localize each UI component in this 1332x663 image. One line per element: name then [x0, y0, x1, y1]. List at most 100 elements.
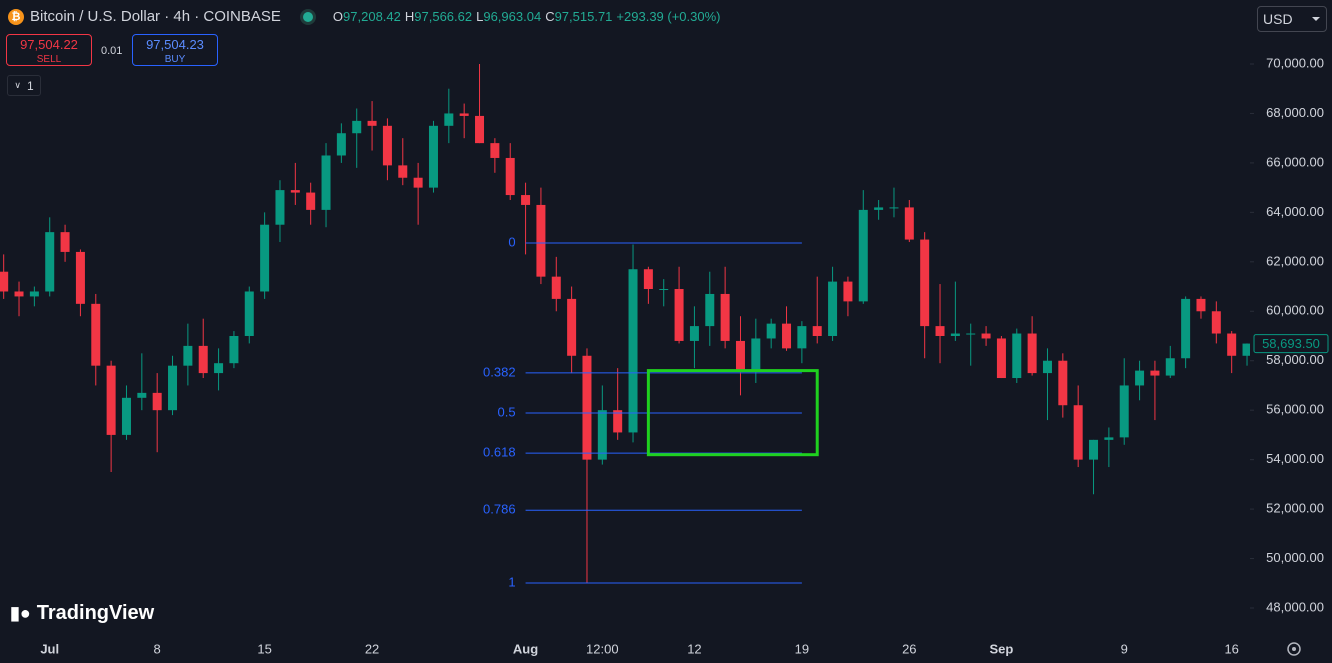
x-tick-label: 19 [795, 641, 809, 656]
fib-level-label: 0 [508, 234, 515, 249]
candle-body [766, 323, 776, 339]
candle-body [996, 338, 1006, 379]
candle-body [751, 338, 761, 371]
candle-body [137, 392, 147, 398]
candle-body [1073, 405, 1083, 460]
logo-text: TradingView [36, 602, 155, 624]
candle-body [168, 365, 178, 411]
price-change: +293.39 (+0.30%) [616, 9, 721, 24]
x-tick-label: 22 [365, 641, 379, 656]
candle-body [828, 281, 838, 336]
candle-body [659, 289, 669, 291]
candle-body [536, 204, 546, 277]
candle-body [1135, 370, 1145, 386]
candle-body [352, 120, 362, 134]
candle-body [966, 333, 976, 335]
candle-body [229, 335, 239, 364]
candle-body [475, 115, 485, 144]
quantity: 0.01 [101, 45, 123, 57]
candle-body [382, 125, 392, 166]
candle-body [1211, 311, 1221, 334]
market-status [302, 11, 313, 22]
x-tick-label: Jul [40, 641, 59, 656]
candle-body [1042, 360, 1052, 374]
candle-body [597, 410, 607, 460]
ohlc-item: L96,963.04 [476, 9, 541, 24]
candle-body [782, 323, 792, 349]
candle-body [1058, 360, 1068, 406]
candle-body [567, 298, 577, 356]
y-tick-label: 68,000.00 [1266, 105, 1324, 120]
x-tick-label: 12:00 [586, 641, 619, 656]
candle-body [45, 232, 55, 292]
candle-body [705, 293, 715, 327]
plot-area: 0 0.382 0.5 0.618 0.786 1 [0, 63, 1250, 589]
candle-body [306, 192, 316, 210]
coin-icon: ₿ [8, 8, 24, 25]
symbol-header: ₿ Bitcoin / U.S. Dollar · 4h · COINBASE … [8, 8, 721, 25]
candle-body [735, 340, 745, 371]
x-tick-label: 12 [687, 641, 701, 656]
indicator-toggle[interactable]: ∨ 1 [7, 75, 41, 96]
candle-body [290, 190, 300, 193]
candle-body [75, 251, 85, 304]
ohlc-key: C [545, 9, 555, 24]
x-tick-label: Sep [990, 641, 1014, 656]
candle-body [321, 155, 331, 210]
candle-body [1242, 343, 1250, 356]
candle-body [152, 392, 162, 411]
sell-button[interactable]: 97,504.22 SELL [6, 34, 92, 66]
ohlc-item: C97,515.71 [545, 9, 612, 24]
ohlc-value: 96,963.04 [483, 9, 542, 24]
settings-icon[interactable] [1287, 642, 1301, 656]
last-price-tag [1253, 334, 1329, 354]
candle-body [551, 276, 561, 299]
candle-body [674, 289, 684, 341]
fib-level-label: 0.5 [497, 404, 515, 419]
x-tick-label: 9 [1121, 641, 1128, 656]
indicator-count: 1 [26, 78, 34, 93]
candle-body [613, 410, 623, 433]
candle-body [628, 269, 638, 433]
ohlc-value: 97,566.62 [414, 9, 473, 24]
candle-body [505, 157, 515, 196]
y-tick-label: 48,000.00 [1266, 599, 1324, 614]
candle-body [1027, 333, 1037, 374]
y-tick-label: 64,000.00 [1266, 204, 1324, 219]
y-tick-label: 62,000.00 [1266, 253, 1324, 268]
candle-body [490, 143, 500, 158]
y-tick-label: 50,000.00 [1266, 550, 1324, 565]
ohlc-key: H [404, 9, 415, 24]
candle-body [1119, 385, 1129, 438]
candle-body [1012, 333, 1022, 379]
buy-button[interactable]: 97,504.23 BUY [132, 34, 218, 66]
axes: 48,000.00 50,000.00 52,000.00 54,000.00 56,0… [40, 55, 1329, 656]
last-price-label: 58,693.50 [1262, 336, 1320, 351]
sell-label: SELL [36, 54, 62, 65]
y-tick-label: 54,000.00 [1266, 451, 1324, 466]
candle-body [521, 195, 531, 205]
candle-body [14, 291, 24, 297]
symbol-title[interactable]: Bitcoin / U.S. Dollar · 4h · COINBASE [30, 8, 281, 25]
candle-body [1196, 298, 1206, 312]
ohlc-values: O97,208.42 H97,566.62 L96,963.04 C97,515.71… [333, 9, 721, 24]
y-tick-label: 56,000.00 [1266, 402, 1324, 417]
currency-dropdown[interactable]: USD [1257, 6, 1327, 32]
candle-body [1089, 439, 1099, 460]
candle-body [643, 269, 653, 290]
sell-price: 97,504.22 [20, 37, 78, 52]
logo-mark: ▮● [10, 603, 31, 623]
x-tick-label: 15 [257, 641, 271, 656]
y-tick-label: 58,000.00 [1266, 352, 1324, 367]
fib-level-label: 1 [508, 574, 515, 589]
candle-body [459, 113, 469, 116]
y-tick-label: 60,000.00 [1266, 303, 1324, 318]
fib-level-label: 0.618 [483, 445, 516, 460]
candle-body [843, 281, 853, 302]
ohlc-item: H97,566.62 [405, 9, 472, 24]
buy-label: BUY [164, 54, 186, 65]
candle-body [720, 293, 730, 341]
candle-body [244, 291, 254, 336]
candle-body [797, 326, 807, 349]
